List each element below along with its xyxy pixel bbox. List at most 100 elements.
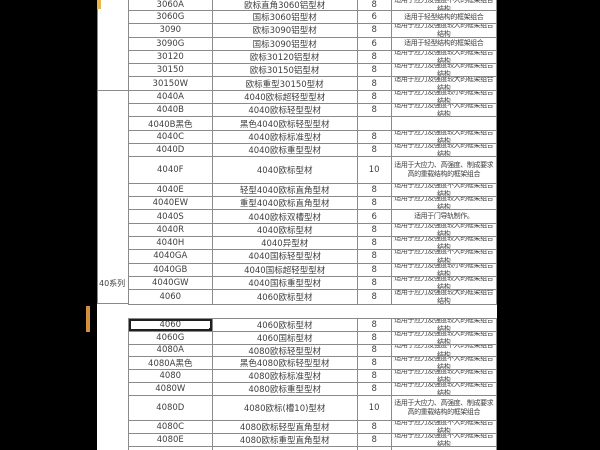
cell-model[interactable]: 30150W xyxy=(129,77,213,90)
cell-qty[interactable]: 8 xyxy=(358,250,392,263)
cell-name[interactable]: 4080欧标重型型材 xyxy=(213,382,358,395)
series-cell-30[interactable] xyxy=(98,0,128,91)
cell-desc[interactable]: 适用于应力及强度较大的框架组合结构 xyxy=(394,64,494,77)
cell-qty[interactable]: 8 xyxy=(358,370,392,382)
cell-name[interactable]: 4060国标型材 xyxy=(213,331,358,344)
cell-name[interactable]: 4040欧标双槽型材 xyxy=(213,210,358,223)
cell-qty[interactable]: 8 xyxy=(358,143,392,157)
cell-name[interactable]: 国标3060铝型材 xyxy=(213,11,358,24)
cell-desc[interactable] xyxy=(392,117,496,129)
cell-name[interactable]: 4080欧标(槽10)型材 xyxy=(213,395,358,421)
cell-name[interactable]: 欧标3090铝型材 xyxy=(213,24,358,37)
cell-qty[interactable] xyxy=(358,446,392,450)
cell-desc[interactable]: 适用于应力及强度较大的框架组合结构 xyxy=(394,331,494,344)
cell-model[interactable]: 4040EW xyxy=(129,197,213,210)
cell-model[interactable]: 4060G xyxy=(129,331,213,344)
cell-model[interactable]: 4080W xyxy=(129,382,213,395)
cell-name[interactable]: 4040欧标型材 xyxy=(213,223,358,237)
cell-name[interactable]: 4040欧标超轻型型材 xyxy=(213,90,358,104)
cell-desc[interactable]: 适用于门导轨制作。 xyxy=(414,212,474,221)
cell-desc[interactable]: 适用于应力及强度较大的框架组合结构 xyxy=(394,290,494,304)
cell-qty[interactable]: 8 xyxy=(358,64,392,77)
cell-model[interactable]: 30150 xyxy=(129,64,213,77)
cell-desc[interactable]: 适用于应力及强度较大的框架组合结构 xyxy=(394,143,494,157)
cell-model[interactable]: 30120 xyxy=(129,50,213,64)
cell-model[interactable]: 4040GB xyxy=(129,263,213,276)
cell-qty[interactable]: 8 xyxy=(358,276,392,290)
cell-desc[interactable]: 适用于应力及强度不大的框架组合结构 xyxy=(394,183,494,197)
cell-model[interactable]: 4040B xyxy=(129,104,213,117)
cell-qty[interactable]: 6 xyxy=(358,210,392,223)
cell-desc[interactable]: 适用于应力及强度较大的框架组合结构 xyxy=(394,77,494,90)
cell-desc[interactable]: 适用于应力及强度不大的框架组合结构 xyxy=(394,344,494,357)
series-cell-40[interactable]: 40系列 xyxy=(98,91,128,303)
cell-model[interactable]: 4040GW xyxy=(129,276,213,290)
cell-model[interactable]: 4040F xyxy=(129,157,213,183)
cell-desc[interactable]: 适用于应力及强度不大的框架组合结构 xyxy=(394,434,494,446)
cell-name[interactable]: 欧标30150铝型材 xyxy=(213,64,358,77)
cell-qty[interactable]: 6 xyxy=(358,37,392,50)
selected-cell[interactable]: 4060 xyxy=(129,319,213,331)
cell-desc[interactable]: 适用于应力及强度较大的框架组合结构 xyxy=(394,319,494,331)
cell-qty[interactable]: 10 xyxy=(358,157,392,183)
cell-model[interactable]: 4080E xyxy=(129,434,213,446)
cell-qty[interactable]: 8 xyxy=(358,357,392,370)
cell-desc[interactable]: 适用于应力及强度较小的框架组合结构 xyxy=(394,90,494,104)
cell-desc[interactable]: 适用于应力及强度不大的框架组合结构 xyxy=(394,104,494,117)
cell-desc[interactable]: 适用于应力及强度较大的框架组合结构 xyxy=(394,24,494,37)
cell-qty[interactable]: 8 xyxy=(358,130,392,143)
cell-desc[interactable]: 适用于应力及强度较大的框架组合结构 xyxy=(394,50,494,64)
cell-name[interactable]: 4040欧标型材 xyxy=(213,157,358,183)
cell-name[interactable]: 国标3090铝型材 xyxy=(213,37,358,50)
cell-model[interactable]: 3090G xyxy=(129,37,213,50)
cell-name[interactable]: 4040欧标标准型材 xyxy=(213,130,358,143)
cell-qty[interactable]: 8 xyxy=(358,50,392,64)
cell-desc[interactable]: 适用于应力及强度较大的框架组合结构 xyxy=(394,197,494,210)
cell-name[interactable]: 欧标重型30150型材 xyxy=(213,77,358,90)
cell-qty[interactable]: 8 xyxy=(358,197,392,210)
cell-qty[interactable]: 6 xyxy=(358,11,392,24)
cell-qty[interactable]: 8 xyxy=(358,421,392,434)
cell-qty[interactable]: 8 xyxy=(358,263,392,276)
cell-model[interactable]: 3090 xyxy=(129,24,213,37)
cell-model[interactable]: 4080 xyxy=(129,370,213,382)
cell-qty[interactable]: 8 xyxy=(358,77,392,90)
cell-desc[interactable]: 适用于应力及强度不大的框架组合结构 xyxy=(394,357,494,370)
cell-qty[interactable]: 8 xyxy=(358,434,392,446)
cell-model[interactable]: 3060G xyxy=(129,11,213,24)
cell-model[interactable]: 4040H xyxy=(129,237,213,250)
cell-model[interactable]: 4040B黑色 xyxy=(129,117,213,130)
fill-handle-icon[interactable] xyxy=(208,327,212,331)
cell-name[interactable]: 4080欧标重型直角型材 xyxy=(213,434,358,446)
cell-desc[interactable]: 适用于应力及强度较大的框架组合结构 xyxy=(394,276,494,290)
cell-desc[interactable]: 适用于应力及强度较大的框架组合结构 xyxy=(394,130,494,143)
cell-desc[interactable]: 适用于大应力、高强度、制成要求高的重载结构的框架组合 xyxy=(394,160,494,179)
cell-qty[interactable]: 8 xyxy=(358,344,392,357)
cell-model[interactable]: 4040GA xyxy=(129,250,213,263)
cell-desc[interactable]: 适用于轻型结构的框架组合 xyxy=(404,39,484,48)
cell-model[interactable]: 4080C xyxy=(129,421,213,434)
cell-desc[interactable]: 适用于应力及强度较大的框架组合结构 xyxy=(394,370,494,382)
cell-qty[interactable]: 8 xyxy=(358,104,392,117)
cell-name[interactable]: 轻型4040欧标直角型材 xyxy=(213,183,358,197)
cell-name[interactable]: 黑色4040欧标轻型型材 xyxy=(213,117,358,130)
cell-name[interactable]: 重型4040欧标直角型材 xyxy=(213,197,358,210)
cell-model[interactable]: 4040R xyxy=(129,223,213,237)
cell-model[interactable]: 4080A黑色 xyxy=(129,357,213,370)
cell-name[interactable]: 黑色4080欧标轻型型材 xyxy=(213,357,358,370)
cell-qty[interactable]: 8 xyxy=(358,90,392,104)
cell-model[interactable] xyxy=(129,446,213,450)
cell-model[interactable]: 4040E xyxy=(129,183,213,197)
cell-desc[interactable]: 适用于应力及强度不大的框架组合结构 xyxy=(394,0,493,10)
cell-qty[interactable]: 8 xyxy=(358,237,392,250)
cell-name[interactable]: 4060欧标型材 xyxy=(213,319,358,331)
cell-name[interactable]: 4040国标轻型型材 xyxy=(213,250,358,263)
cell-name[interactable]: 4080欧标标准型材 xyxy=(213,370,358,382)
cell-name[interactable]: 4040异型材 xyxy=(213,237,358,250)
cell-model[interactable]: 4060 xyxy=(129,290,213,304)
cell-name[interactable]: 4080欧标轻型直角型材 xyxy=(213,421,358,434)
cell-qty[interactable]: 8 xyxy=(358,319,392,331)
cell-model[interactable]: 4040D xyxy=(129,143,213,157)
cell-model[interactable]: 3060A xyxy=(129,0,213,10)
cell-qty[interactable]: 10 xyxy=(358,395,392,421)
